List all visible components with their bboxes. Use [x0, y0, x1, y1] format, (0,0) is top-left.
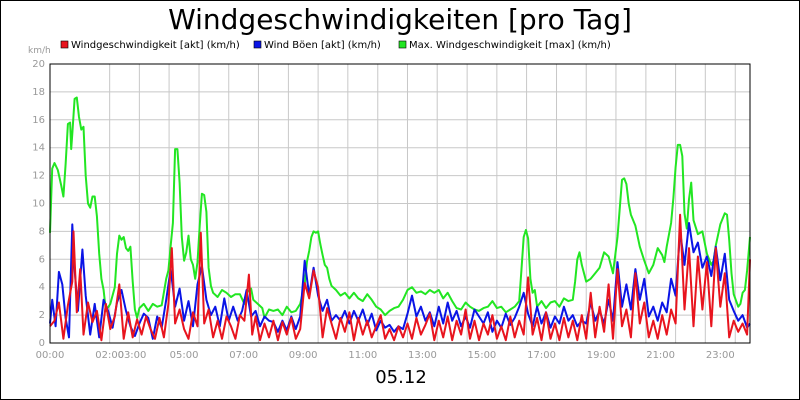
x-tick-label: 11:00	[348, 350, 377, 361]
x-tick-label: 23:00	[706, 350, 735, 361]
plot-area-border	[49, 63, 751, 344]
x-tick-label: 09:00	[289, 350, 318, 361]
legend-swatch	[60, 40, 69, 49]
legend-label: Max. Windgeschwindigkeit [max] (km/h)	[409, 40, 611, 51]
grid	[49, 63, 750, 344]
x-tick-label: 05:00	[170, 350, 199, 361]
x-tick-label: 00:00	[36, 350, 65, 361]
legend-swatch	[253, 40, 262, 49]
y-tick-label: 10	[32, 199, 45, 210]
date-label: 05.12	[375, 367, 427, 388]
wind-chart: km/h Windgeschwindigkeit [akt] (km/h) Win…	[28, 40, 751, 361]
x-tick-label: 17:00	[527, 350, 556, 361]
series-line-1	[49, 222, 751, 340]
y-axis-ticks: 0 2 4 6 8 10 12 14 16 18 20	[32, 59, 45, 349]
x-tick-label: 21:00	[646, 350, 675, 361]
y-tick-label: 20	[32, 59, 45, 70]
y-tick-label: 16	[32, 115, 45, 126]
y-tick-label: 6	[39, 254, 45, 265]
x-tick-label: 15:00	[467, 350, 496, 361]
y-tick-label: 4	[39, 282, 45, 293]
x-tick-label: 03:00	[118, 350, 147, 361]
x-tick-label: 19:00	[587, 350, 616, 361]
legend: Windgeschwindigkeit [akt] (km/h) Wind Böe…	[60, 40, 611, 51]
legend-label: Wind Böen [akt] (km/h)	[264, 40, 381, 51]
series-lines	[49, 96, 751, 342]
x-tick-label: 07:00	[229, 350, 258, 361]
y-tick-label: 14	[32, 143, 45, 154]
chart-title: Windgeschwindigkeiten [pro Tag]	[168, 3, 632, 36]
x-tick-label: 13:00	[408, 350, 437, 361]
y-axis-label: km/h	[28, 46, 51, 56]
series-line-2	[49, 96, 751, 319]
legend-label: Windgeschwindigkeit [akt] (km/h)	[71, 40, 240, 51]
legend-swatch	[398, 40, 407, 49]
y-tick-label: 12	[32, 171, 45, 182]
series-line-0	[49, 213, 751, 342]
y-tick-label: 2	[39, 310, 45, 321]
y-tick-label: 8	[39, 226, 45, 237]
y-tick-label: 0	[39, 338, 45, 349]
x-tick-label: 02:00	[95, 350, 124, 361]
y-tick-label: 18	[32, 87, 45, 98]
